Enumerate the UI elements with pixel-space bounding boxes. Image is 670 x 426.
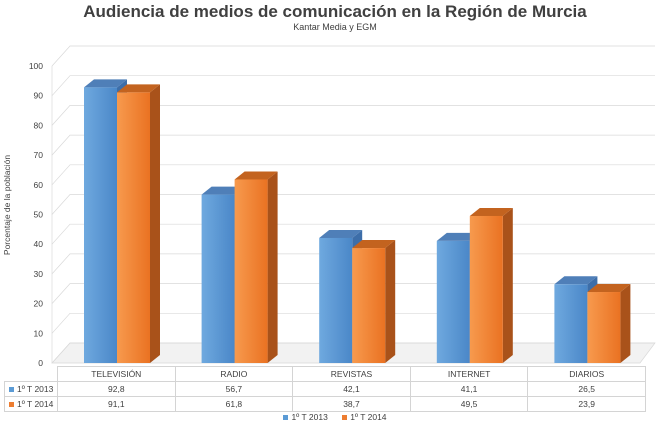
gridline [51, 134, 655, 156]
data-table-header-row: TELEVISIÓN RADIO REVISTAS INTERNET DIARI… [4, 366, 646, 382]
bar-front [436, 240, 470, 363]
bar-front [319, 237, 353, 363]
bar-top [117, 84, 160, 93]
chart-subtitle: Kantar Media y EGM [293, 22, 377, 32]
gridline [51, 194, 655, 215]
bar-front [554, 284, 588, 363]
y-tick-label: 0 [38, 358, 43, 368]
y-tick-label: 80 [34, 120, 44, 130]
bar-front [587, 292, 621, 363]
y-tick-label: 10 [34, 328, 44, 338]
bar-top [84, 79, 127, 88]
data-cell: 49,5 [409, 396, 529, 412]
bar-top [201, 186, 245, 195]
bar [117, 84, 160, 364]
data-cell: 23,9 [527, 396, 646, 412]
y-tick-label: 30 [34, 269, 44, 279]
bar-top [352, 240, 396, 249]
legend-item: 1º T 2013 [283, 412, 328, 422]
bar-front [117, 92, 150, 364]
bar [587, 284, 631, 363]
category-label: TELEVISIÓN [57, 366, 176, 382]
category-label: RADIO [174, 366, 294, 382]
y-tick-label: 100 [29, 61, 43, 71]
data-cell: 92,8 [57, 381, 176, 397]
data-cell: 56,7 [174, 381, 294, 397]
data-cell: 61,8 [174, 396, 294, 412]
series-row-header: 1º T 2014 [4, 396, 58, 412]
bar-front [84, 87, 117, 363]
gridline [51, 105, 655, 126]
bar-top [554, 276, 598, 285]
data-cell: 91,1 [57, 396, 176, 412]
bar-side [620, 284, 631, 363]
bar-front [469, 215, 503, 363]
bar [234, 171, 278, 363]
legend-label: 1º T 2013 [291, 412, 328, 422]
data-table: TELEVISIÓN RADIO REVISTAS INTERNET DIARI… [4, 366, 646, 412]
data-cell: 26,5 [527, 381, 646, 397]
bar-side [267, 171, 278, 363]
bar [469, 207, 513, 363]
bar-top [319, 229, 363, 238]
series-name: 1º T 2014 [17, 399, 54, 409]
series-name: 1º T 2013 [17, 384, 54, 394]
y-axis-label: Porcentaje de la población [2, 155, 12, 255]
bar-side [150, 84, 160, 364]
series-swatch [9, 387, 14, 393]
y-tick-label: 40 [34, 239, 44, 249]
gridline [51, 223, 655, 245]
y-tick-label: 90 [34, 91, 44, 101]
gridline [51, 164, 655, 186]
data-cell: 42,1 [292, 381, 411, 397]
legend-label: 1º T 2014 [350, 412, 387, 422]
category-label: DIARIOS [527, 366, 646, 382]
legend: 1º T 2013 1º T 2014 [0, 412, 670, 422]
category-label: REVISTAS [292, 366, 411, 382]
legend-swatch [342, 415, 348, 421]
chart-title: Audiencia de medios de comunicación en l… [83, 2, 587, 21]
data-cell: 41,1 [409, 381, 529, 397]
data-cell: 38,7 [292, 396, 411, 412]
bar-side [502, 207, 513, 363]
bar [352, 240, 396, 363]
legend-swatch [283, 415, 289, 421]
category-label: INTERNET [409, 366, 529, 382]
bar-front [234, 179, 268, 363]
y-tick-label: 70 [34, 150, 44, 160]
bar-layer [84, 79, 631, 364]
data-table-corner [4, 366, 58, 382]
bar-top [234, 171, 278, 180]
series-swatch [9, 402, 14, 408]
bar-front [352, 248, 386, 363]
y-tick-label: 20 [34, 299, 44, 309]
bar-top [436, 232, 480, 241]
data-table-row: 1º T 2014 91,1 61,8 38,7 49,5 23,9 [4, 396, 646, 412]
bar-top [587, 284, 631, 293]
data-table-row: 1º T 2013 92,8 56,7 42,1 41,1 26,5 [4, 381, 646, 397]
bar-side [385, 240, 396, 363]
bar-top [469, 207, 513, 216]
y-tick-label: 50 [34, 210, 44, 220]
gridline [51, 75, 655, 96]
y-tick-labels: 0 10 20 30 40 50 60 70 80 90 100 [29, 61, 43, 368]
bar-front [201, 194, 235, 363]
series-row-header: 1º T 2013 [4, 381, 58, 397]
y-tick-label: 60 [34, 180, 44, 190]
legend-item: 1º T 2014 [342, 412, 387, 422]
gridline [51, 45, 655, 67]
